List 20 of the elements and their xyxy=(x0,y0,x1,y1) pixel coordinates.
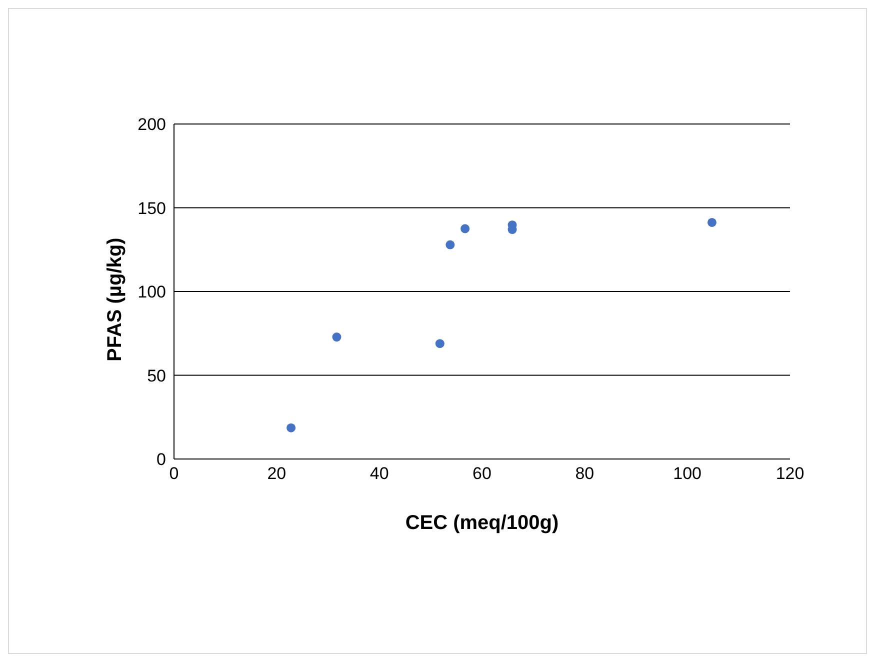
point xyxy=(446,240,455,250)
y-tick-label: 100 xyxy=(138,282,166,302)
x-tick-label: 40 xyxy=(370,464,389,484)
y-tick-label: 200 xyxy=(138,115,166,134)
y-tick-label: 0 xyxy=(156,450,166,470)
x-tick-label: 80 xyxy=(575,464,594,484)
point xyxy=(707,218,716,227)
x-tick-label: 0 xyxy=(169,464,179,484)
y-axis-title: PFAS (µg/kg) xyxy=(104,238,126,362)
y-tick-label: 150 xyxy=(138,198,166,218)
point xyxy=(286,423,296,432)
x-tick-label: 20 xyxy=(267,464,286,484)
point xyxy=(332,332,342,342)
x-tick-label: 100 xyxy=(673,464,702,484)
point xyxy=(460,224,470,234)
x-tick-label: 120 xyxy=(776,464,804,484)
point xyxy=(435,339,444,348)
x-axis-title: CEC (meq/100g) xyxy=(405,512,559,534)
x-tick-label: 60 xyxy=(472,464,492,484)
y-tick-label: 50 xyxy=(147,366,166,386)
